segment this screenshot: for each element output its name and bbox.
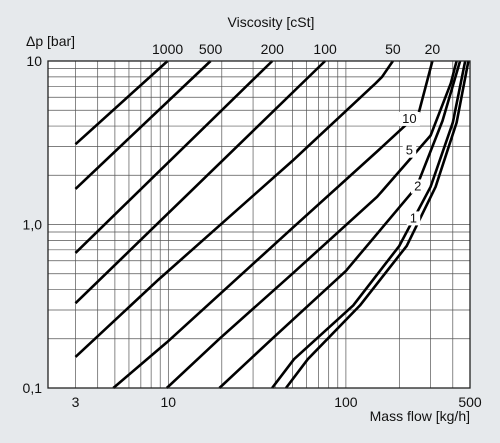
chart-title: Viscosity [cSt] [228, 14, 315, 30]
viscosity-label-20: 20 [425, 41, 441, 57]
y-tick-label: 1,0 [23, 217, 43, 233]
series-line-2 [271, 60, 467, 389]
curve-label-10: 10 [402, 111, 416, 126]
curve-label-background [398, 111, 420, 126]
viscosity-label-1000: 1000 [152, 41, 183, 57]
curve-label-background [406, 211, 421, 226]
series-line-5 [218, 60, 462, 389]
y-axis-label: Δp [bar] [26, 33, 75, 49]
curve-label-background [402, 143, 417, 158]
viscosity-label-50: 50 [385, 41, 401, 57]
series-line-50 [74, 60, 394, 358]
x-tick-label: 3 [72, 394, 80, 410]
ticks: 3 10 100 500 0,1 1,0 10 [23, 53, 482, 410]
series-group [74, 60, 470, 389]
viscosity-label-500: 500 [199, 41, 223, 57]
series-line-20 [112, 60, 434, 389]
y-tick-label: 0,1 [23, 380, 43, 396]
curve-label-1: 1 [410, 210, 417, 225]
plot-frame [47, 60, 471, 389]
viscosity-label-100: 100 [313, 41, 337, 57]
curve-label-5: 5 [406, 143, 413, 158]
series-line-100 [74, 60, 327, 305]
grid [48, 61, 470, 388]
x-tick-label: 100 [334, 394, 358, 410]
curve-label-background [411, 179, 425, 194]
x-axis-label: Mass flow [kg/h] [370, 408, 470, 424]
series-line-500 [74, 60, 212, 190]
series-line-10 [165, 60, 458, 389]
labels: 1000 500 200 100 50 20 10 5 2 1 [152, 41, 441, 226]
viscosity-label-200: 200 [261, 41, 285, 57]
y-tick-label: 10 [26, 53, 42, 69]
series-line-1 [284, 60, 470, 389]
x-tick-label: 500 [458, 394, 482, 410]
series-line-200 [74, 60, 274, 254]
curve-label-2: 2 [414, 179, 421, 194]
series-line-1000 [74, 60, 169, 146]
x-tick-label: 10 [161, 394, 177, 410]
